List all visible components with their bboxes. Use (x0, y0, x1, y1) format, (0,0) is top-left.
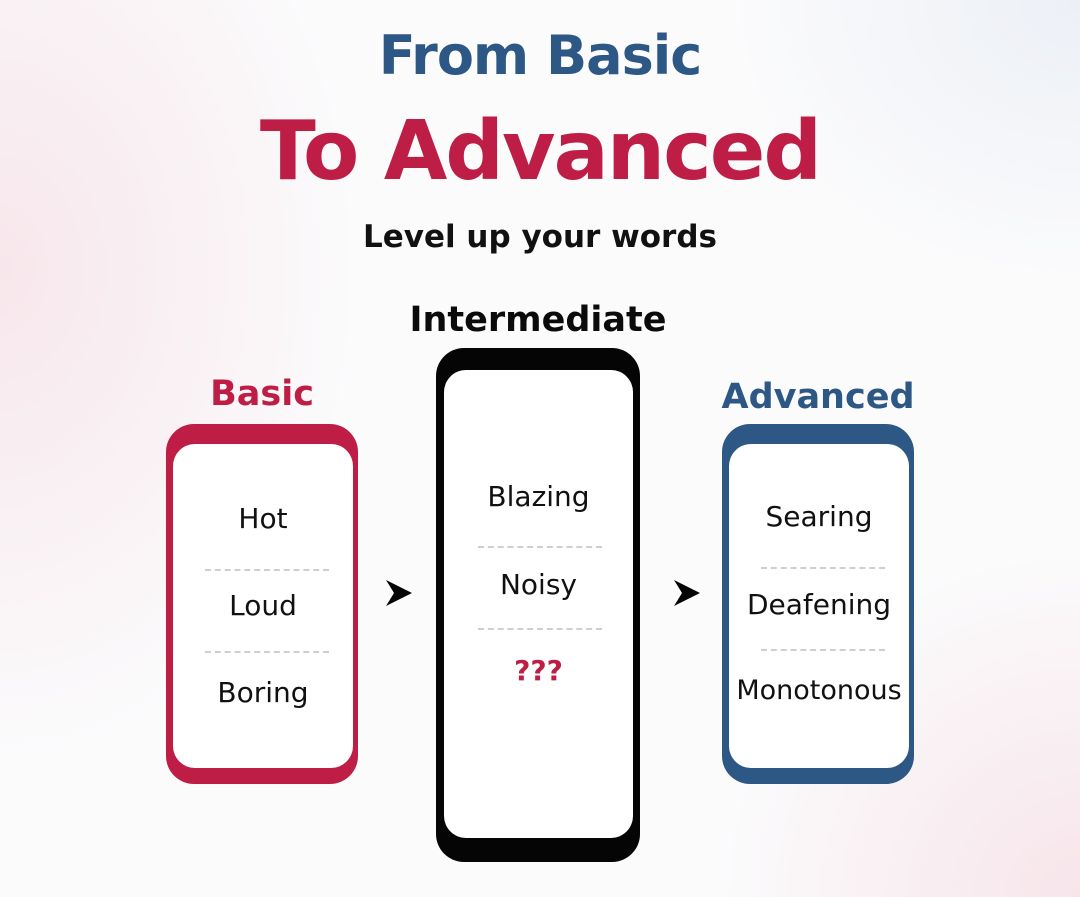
advanced-word-searing: Searing (765, 500, 873, 533)
chevron-right-icon (674, 580, 700, 606)
divider (205, 651, 329, 653)
divider (761, 649, 885, 651)
divider (478, 546, 602, 548)
title-line-2: To Advanced (259, 104, 822, 199)
advanced-heading: Advanced (721, 377, 915, 417)
advanced-word-monotonous: Monotonous (736, 675, 902, 706)
intermediate-word-unknown: ??? (514, 654, 563, 687)
intermediate-heading: Intermediate (409, 300, 667, 340)
intermediate-word-noisy: Noisy (499, 568, 577, 601)
basic-card: Hot Loud Boring (166, 424, 358, 784)
basic-word-boring: Boring (217, 676, 309, 709)
basic-heading: Basic (210, 374, 314, 414)
divider (478, 628, 602, 630)
basic-card-body: Hot Loud Boring (173, 444, 353, 768)
basic-word-hot: Hot (238, 502, 288, 535)
intermediate-word-blazing: Blazing (487, 480, 590, 513)
intermediate-card: Blazing Noisy ??? (436, 348, 640, 862)
advanced-card: Searing Deafening Monotonous (722, 424, 914, 784)
title-line-1: From Basic (378, 24, 703, 87)
divider (205, 569, 329, 571)
intermediate-card-body: Blazing Noisy ??? (444, 370, 633, 838)
basic-word-loud: Loud (229, 589, 297, 622)
chevron-right-icon (386, 580, 412, 606)
advanced-card-body: Searing Deafening Monotonous (729, 444, 909, 768)
divider (761, 567, 885, 569)
advanced-word-deafening: Deafening (746, 588, 892, 621)
subtitle: Level up your words (362, 219, 717, 255)
